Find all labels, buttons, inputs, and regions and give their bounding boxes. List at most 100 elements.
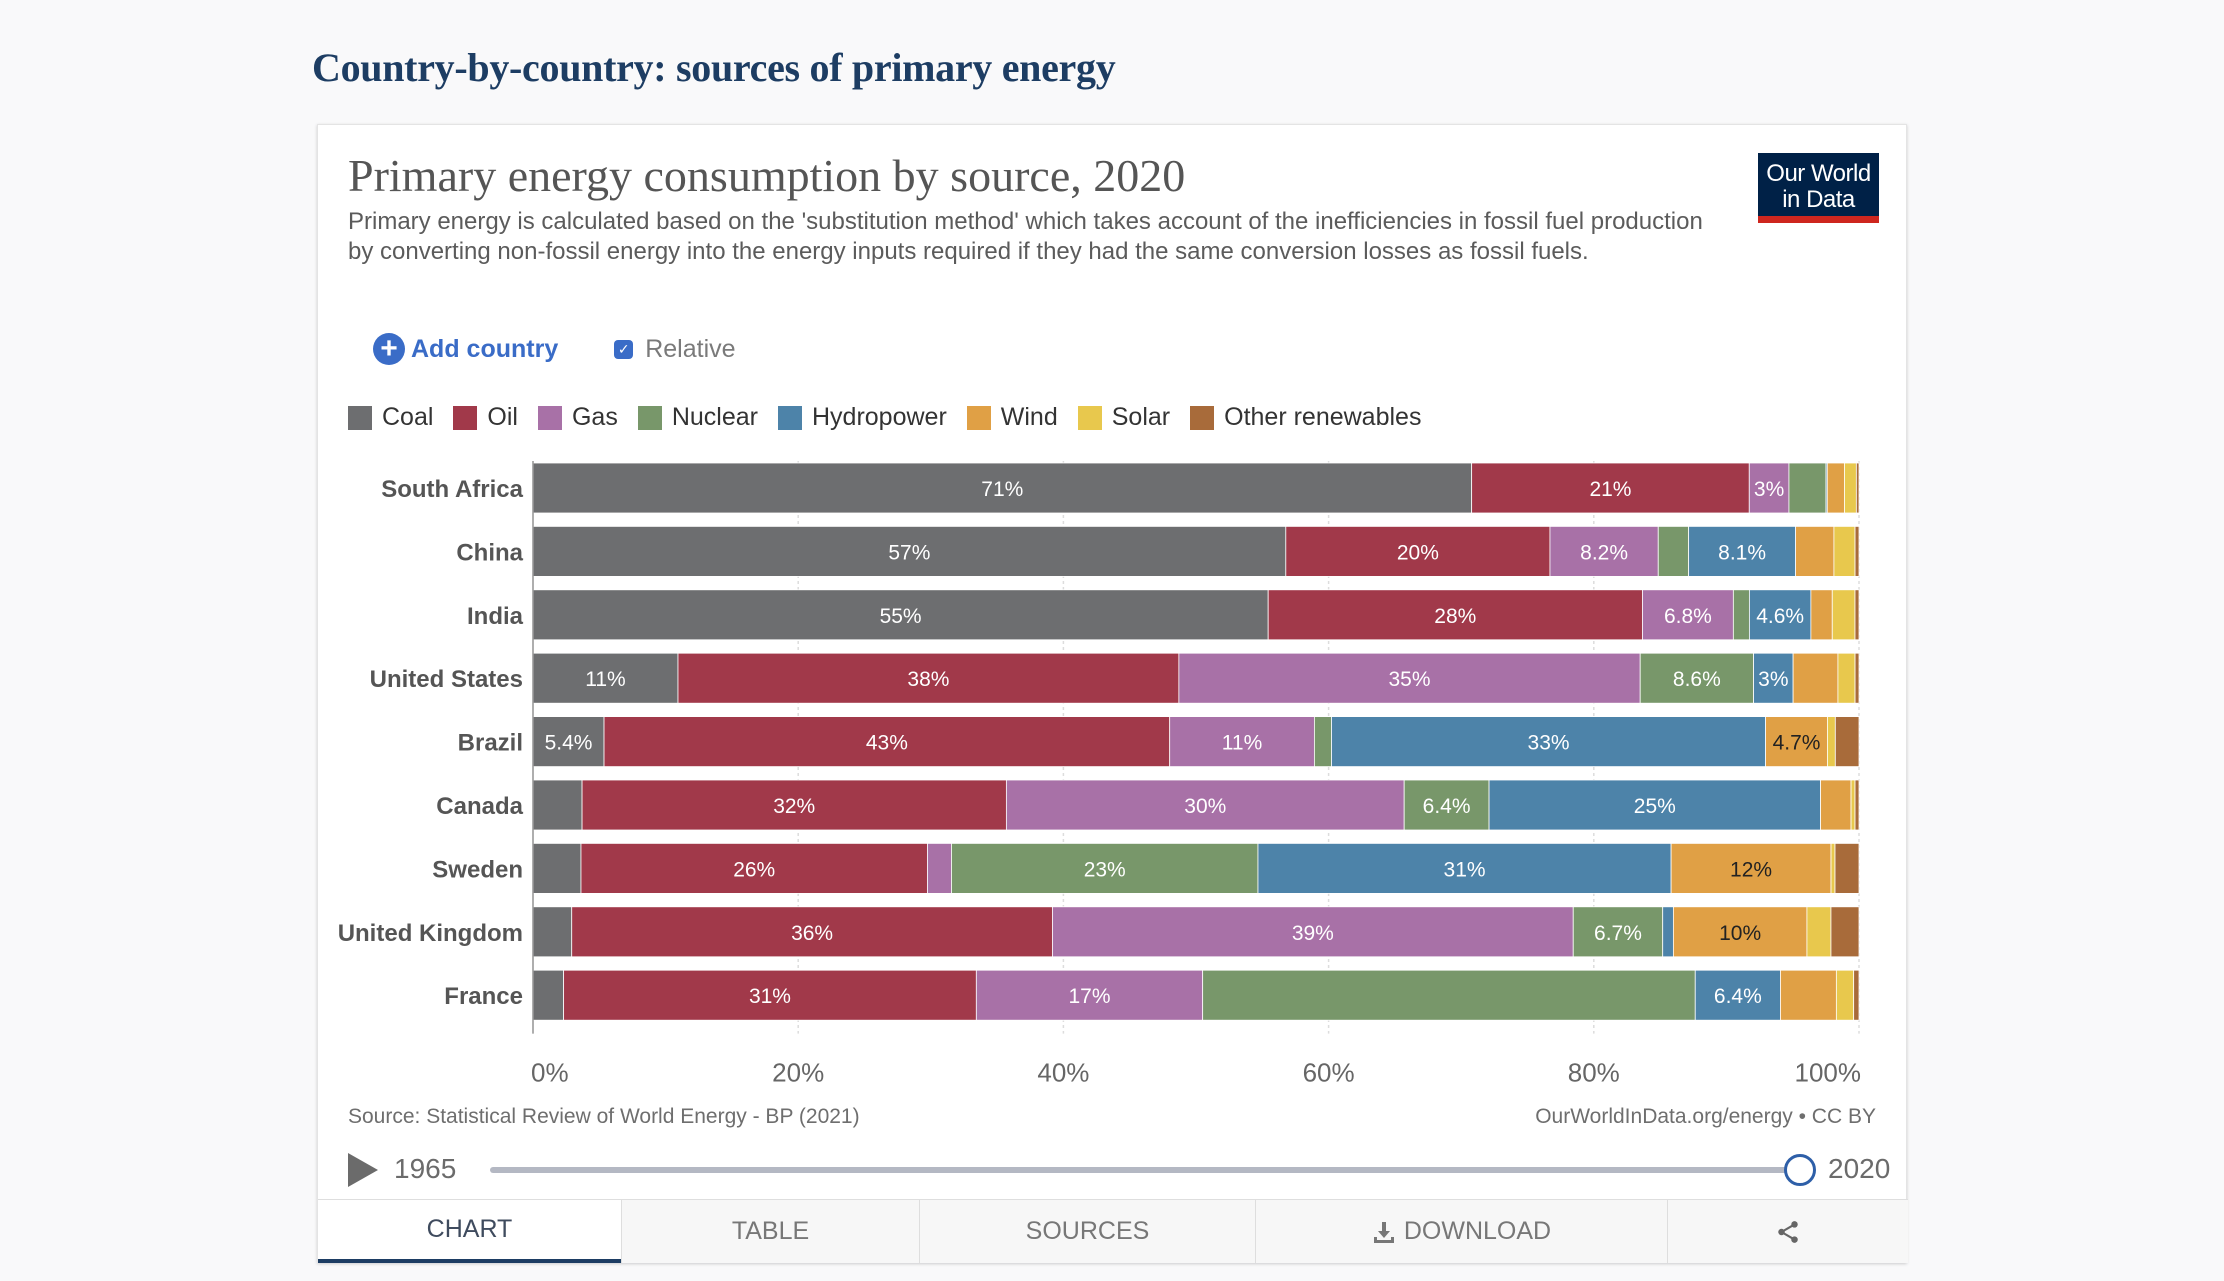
chart-subtitle: Primary energy is calculated based on th… [348, 208, 1703, 265]
bar-value-label: 71% [981, 478, 1023, 501]
legend-item-solar[interactable]: Solar [1077, 403, 1171, 432]
bar-segment-coal [532, 779, 583, 831]
bar-segment-nuclear [951, 843, 1259, 894]
category-label: United States [370, 666, 523, 693]
legend-swatch [348, 405, 372, 430]
bar-segment-hydropower [1662, 906, 1674, 958]
legend-swatch [966, 405, 991, 430]
bar-segment-nuclear [1788, 462, 1827, 514]
tab-chart[interactable]: CHART [318, 1200, 621, 1263]
bar-segment-oil [1471, 462, 1750, 514]
bar-segment-wind [1670, 843, 1832, 894]
bar-value-label: 25% [1634, 795, 1676, 818]
bar-value-label: 20% [1397, 541, 1439, 564]
owid-logo[interactable]: Our World in Data [1758, 153, 1879, 223]
x-tick-label: 60% [1303, 1058, 1355, 1088]
bar-segment-solar [1830, 843, 1836, 894]
chart-legend: Coal Oil Gas Nuclear Hydropower Wind Solar Othe… [348, 403, 1441, 432]
legend-item-nuclear[interactable]: Nuclear [637, 403, 758, 432]
chart-card: Primary energy consumption by source, 20… [317, 124, 1908, 1263]
share-icon [1778, 1220, 1798, 1243]
bar-segment-coal [532, 843, 582, 894]
bar-value-label: 3% [1754, 478, 1784, 501]
bar-value-label: 4.6% [1756, 605, 1804, 628]
bar-segment-coal [532, 906, 573, 958]
legend-label: Solar [1111, 403, 1171, 431]
legend-swatch [537, 405, 562, 430]
relative-label: Relative [645, 334, 736, 363]
bar-value-label: 11% [1222, 732, 1262, 755]
legend-swatch [637, 405, 662, 430]
bar-value-label: 28% [1434, 605, 1476, 628]
bar-segment-coal [532, 525, 1287, 577]
bar-segment-solar [1831, 589, 1856, 641]
x-tick-label: 40% [1037, 1058, 1089, 1088]
bar-value-label: 38% [907, 668, 949, 691]
legend-label: Nuclear [671, 403, 758, 431]
bar-segment-solar [1827, 716, 1836, 767]
bar-value-label: 6.8% [1664, 605, 1712, 628]
bar-segment-solar [1844, 462, 1857, 514]
bar-segment-nuclear [1202, 969, 1696, 1021]
bar-value-label: 8.1% [1718, 541, 1766, 564]
legend-swatch [1077, 405, 1102, 430]
legend-item-gas[interactable]: Gas [537, 403, 618, 432]
source-note[interactable]: Source: Statistical Review of World Ener… [348, 1105, 860, 1128]
bar-value-label: 43% [866, 732, 908, 755]
section-title: Country-by-country: sources of primary e… [312, 45, 1116, 90]
bar-value-label: 4.7% [1773, 732, 1821, 755]
tab-bar: CHART TABLE SOURCES DOWNLOAD [318, 1199, 1908, 1263]
relative-toggle[interactable]: ✓ Relative [614, 334, 736, 364]
bar-segment-hydropower [1688, 525, 1797, 577]
tab-share[interactable] [1667, 1200, 1908, 1263]
legend-label: Hydropower [812, 403, 947, 431]
legend-swatch [1190, 405, 1215, 430]
tab-sources[interactable]: SOURCES [919, 1200, 1255, 1263]
bar-segment-gas [927, 843, 952, 894]
bar-segment-oil [603, 716, 1171, 767]
legend-item-hydropower[interactable]: Hydropower [778, 403, 947, 432]
bar-segment-other-renewables [1855, 462, 1860, 514]
bar-segment-coal [532, 969, 565, 1021]
bar-segment-wind [1826, 462, 1845, 514]
bar-value-label: 57% [888, 541, 930, 564]
bar-segment-other-renewables [1854, 525, 1860, 577]
legend-swatch [778, 405, 802, 430]
bar-segment-hydropower [1694, 969, 1781, 1021]
chart-title: Primary energy consumption by source, 20… [348, 150, 1186, 201]
tab-download[interactable]: DOWNLOAD [1255, 1200, 1667, 1263]
timeline-track[interactable] [490, 1167, 1790, 1173]
x-tick-label: 80% [1568, 1058, 1620, 1088]
bar-segment-solar [1850, 779, 1856, 831]
legend-swatch [453, 405, 478, 430]
bar-segment-wind [1795, 525, 1835, 577]
legend-item-other-renewables[interactable]: Other renewables [1190, 403, 1421, 432]
bar-value-label: 31% [749, 985, 791, 1008]
bar-value-label: 6.4% [1714, 985, 1762, 1008]
bar-segment-wind [1820, 779, 1852, 831]
x-tick-label: 100% [1795, 1058, 1862, 1088]
bar-segment-other-renewables [1854, 652, 1860, 704]
bar-value-label: 6.4% [1423, 795, 1471, 818]
legend-item-wind[interactable]: Wind [966, 403, 1058, 432]
relative-checkbox[interactable]: ✓ [614, 339, 634, 359]
legend-item-coal[interactable]: Coal [348, 403, 433, 432]
attribution-link[interactable]: OurWorldInData.org/energy • CC BY [1535, 1105, 1876, 1128]
bar-segment-oil [1285, 525, 1551, 577]
bar-segment-other-renewables [1834, 843, 1860, 894]
bar-segment-oil [677, 652, 1180, 704]
bar-segment-solar [1837, 652, 1856, 704]
timeline-handle[interactable] [1784, 1154, 1816, 1186]
legend-item-oil[interactable]: Oil [453, 403, 518, 432]
bar-segment-solar [1833, 525, 1856, 577]
bar-segment-other-renewables [1854, 589, 1860, 641]
play-icon[interactable] [348, 1153, 378, 1187]
tab-table[interactable]: TABLE [621, 1200, 919, 1263]
bar-value-label: 26% [733, 858, 775, 881]
bar-value-label: 5.4% [545, 732, 593, 755]
bar-segment-hydropower [1331, 716, 1767, 767]
bar-value-label: 6.7% [1594, 922, 1642, 945]
bar-segment-other-renewables [1853, 969, 1860, 1021]
legend-label: Other renewables [1224, 403, 1422, 431]
add-country-button[interactable]: + Add country [373, 333, 558, 365]
